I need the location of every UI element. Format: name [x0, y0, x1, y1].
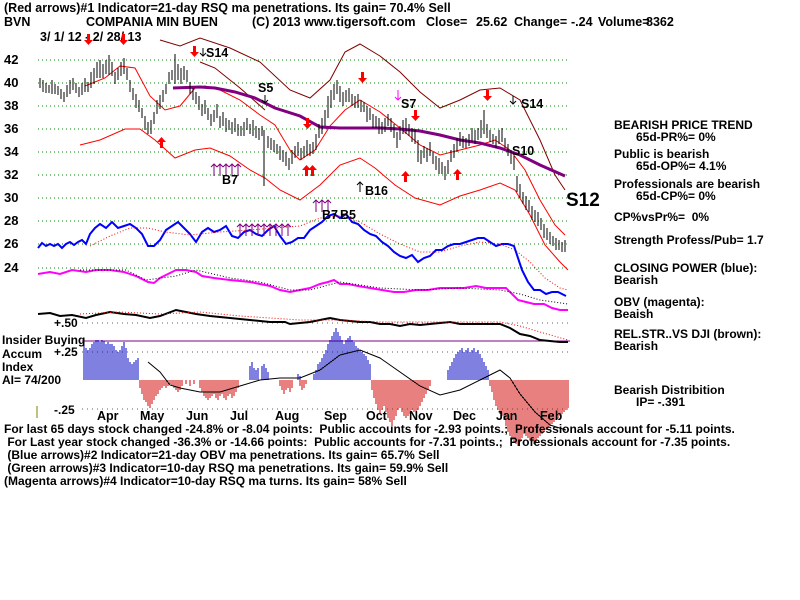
y-label-40: 40 — [4, 75, 19, 90]
month-jun: Jun — [186, 409, 209, 423]
footer-indicator2: (Blue arrows)#2 Indicator=21-day OBV ma … — [4, 448, 440, 462]
signal-s14-a: S14 — [206, 46, 229, 60]
signal-b7-b: B7 — [322, 208, 338, 222]
indicator1-line: (Red arrows)#1 Indicator=21-day RSQ ma p… — [4, 1, 451, 15]
price-bars — [39, 54, 566, 252]
signal-s10: S10 — [512, 144, 535, 158]
index-label: Index — [2, 360, 34, 374]
moving-average — [172, 85, 566, 178]
accum-label: Accum — [2, 347, 43, 361]
month-aug: Aug — [275, 409, 300, 423]
month-may: May — [140, 409, 165, 423]
pr-value: 65d-PR%= 0% — [636, 130, 716, 144]
red-sell-arrows — [84, 34, 492, 129]
cp-vs-pr: CP%vsPr%= 0% — [614, 210, 710, 224]
close-value: 25.62 — [476, 15, 508, 29]
signal-b7-a: B7 — [222, 173, 238, 187]
y-label-28: 28 — [4, 213, 19, 228]
footer-65day-change: For last 65 days stock changed -24.8% or… — [4, 422, 735, 436]
y-label-24: 24 — [4, 260, 19, 275]
obv-title: OBV (magenta): — [614, 295, 705, 309]
distribution-title: Bearish Distribition — [614, 383, 725, 397]
obv-line — [37, 268, 568, 311]
y-label-38: 38 — [4, 98, 19, 113]
change-label: Change= — [514, 15, 568, 29]
accum-ma — [147, 349, 567, 431]
closing-power-title: CLOSING POWER (blue): — [614, 261, 758, 275]
magenta-buy-arrows — [210, 90, 402, 236]
company-name: COMPANIA MIN BUEN — [86, 15, 218, 29]
ticker-symbol: BVN — [4, 15, 31, 29]
ip-value: IP= -.391 — [636, 395, 686, 409]
month-feb: Feb — [540, 409, 563, 423]
ai-value: AI= 74/200 — [2, 373, 62, 387]
signal-s5: S5 — [258, 81, 274, 95]
month-oct: Oct — [366, 409, 387, 423]
obv-value: Beaish — [614, 307, 654, 321]
strength-ratio: Strength Profess/Pub= 1.7 — [614, 233, 764, 247]
footer-indicator4: (Magenta arrows)#4 Indicator=10-day RSQ … — [4, 474, 407, 488]
outer-band-upper — [159, 37, 566, 191]
accum-label-minus25: -.25 — [54, 403, 75, 417]
black-signal-arrows — [199, 48, 517, 192]
signal-b16: B16 — [365, 184, 388, 198]
closing-power-line — [37, 212, 567, 297]
footer-year-change: For Last year stock changed -36.3% or -1… — [4, 435, 731, 449]
band-upper — [84, 65, 566, 236]
relstr-value: Bearish — [614, 339, 659, 353]
obv-ma — [80, 269, 569, 305]
accum-positive — [83, 328, 489, 380]
y-label-42: 42 — [4, 52, 19, 67]
relstr-line — [37, 308, 568, 343]
op-value: 65d-OP%= 4.1% — [636, 159, 727, 173]
month-dec: Dec — [453, 409, 476, 423]
signal-s7: S7 — [401, 97, 417, 111]
month-sep: Sep — [324, 409, 347, 423]
accum-label-plus25: +.25 — [54, 345, 78, 359]
close-label: Close= — [426, 15, 468, 29]
signal-s12: S12 — [566, 190, 600, 211]
closing-power-value: Bearish — [614, 273, 659, 287]
public-title: Public is bearish — [614, 147, 710, 161]
month-jul: Jul — [230, 409, 249, 423]
y-label-36: 36 — [4, 121, 19, 136]
volume-value: 8362 — [646, 15, 674, 29]
signal-b5: B5 — [340, 208, 356, 222]
relstr-title: REL.STR..VS DJI (brown): — [614, 327, 762, 341]
band-lower — [79, 128, 569, 271]
y-label-32: 32 — [4, 167, 19, 182]
outer-band-lower — [199, 61, 266, 111]
y-label-26: 26 — [4, 236, 19, 251]
signal-s14-b: S14 — [521, 97, 544, 111]
relstr-ma — [79, 311, 569, 341]
insider-buying-label: Insider Buying — [2, 333, 86, 347]
closing-power-ma — [89, 215, 569, 291]
month-apr: Apr — [97, 409, 119, 423]
red-buy-arrows — [157, 137, 462, 182]
accum-label-plus50: +.50 — [54, 316, 78, 330]
y-label-30: 30 — [4, 190, 19, 205]
month-nov: Nov — [409, 409, 433, 423]
copyright: (C) 2013 www.tigersoft.com — [252, 15, 416, 29]
y-label-34: 34 — [4, 144, 19, 159]
month-jan: Jan — [496, 409, 518, 423]
footer-indicator3: (Green arrows)#3 Indicator=10-day RSQ ma… — [4, 461, 449, 475]
volume-label: Volume= — [598, 15, 650, 29]
professionals-title: Professionals are bearish — [614, 177, 761, 191]
cp-value: 65d-CP%= 0% — [636, 189, 716, 203]
change-value: -.24 — [571, 15, 593, 29]
price-trend-title: BEARISH PRICE TREND — [614, 118, 753, 132]
